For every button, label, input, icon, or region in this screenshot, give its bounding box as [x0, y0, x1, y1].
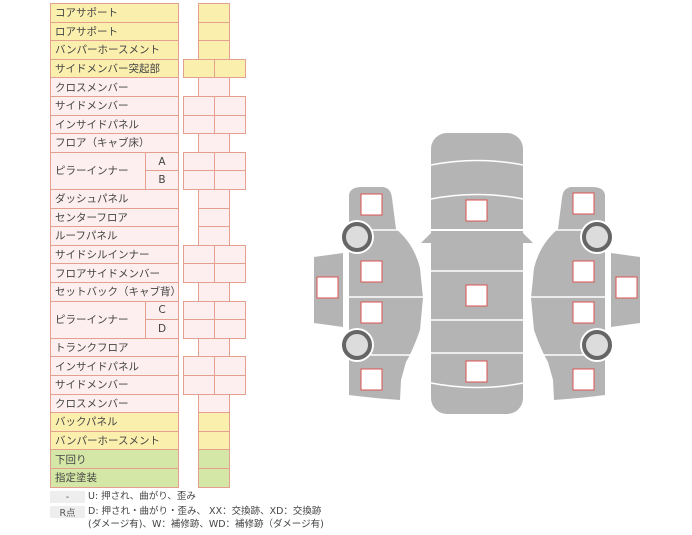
- check-cell[interactable]: [214, 375, 246, 395]
- inspection-marker[interactable]: [360, 193, 383, 216]
- row-sub-label: A: [145, 151, 179, 172]
- legend-text-d-cont: (ダメージ有)、W：補修跡、WD：補修跡（ダメージ有): [88, 519, 324, 530]
- check-cell[interactable]: [214, 170, 246, 190]
- inspection-marker[interactable]: [360, 368, 383, 391]
- inspection-marker[interactable]: [465, 284, 488, 307]
- wheel-icon: [342, 330, 372, 360]
- inspection-marker[interactable]: [572, 301, 595, 324]
- row-label: サイドシルインナー: [50, 244, 179, 265]
- row-label: バンパーホースメント: [50, 430, 179, 451]
- row-label: サイドメンバー突起部: [50, 58, 179, 79]
- inspection-marker[interactable]: [465, 360, 488, 383]
- row-label: サイドメンバー: [50, 96, 179, 116]
- row-label: ピラーインナー: [50, 300, 146, 339]
- inspection-marker[interactable]: [360, 260, 383, 283]
- row-label: センターフロア: [50, 207, 179, 228]
- row-label: フロア（キャブ床）: [50, 133, 179, 153]
- row-label: 指定塗装: [50, 468, 179, 488]
- check-cell[interactable]: [214, 58, 246, 79]
- row-label: インサイドパネル: [50, 114, 179, 135]
- inspection-marker[interactable]: [572, 192, 595, 215]
- check-cell[interactable]: [198, 468, 230, 488]
- legend-text-d: D: 押され・曲がり・歪み、 XX：交換跡、XD：交換跡: [88, 506, 322, 517]
- row-label: ピラーインナー: [50, 151, 146, 190]
- legend-text-u: U: 押され、曲がり、歪み: [88, 491, 196, 502]
- inspection-marker[interactable]: [572, 260, 595, 283]
- wheel-icon: [342, 222, 372, 252]
- car-left-side: [314, 187, 425, 400]
- check-cell[interactable]: [214, 114, 246, 135]
- inspection-marker[interactable]: [316, 276, 339, 299]
- inspection-marker[interactable]: [465, 199, 488, 222]
- legend-key-dash: -: [50, 491, 85, 503]
- inspection-markers: [316, 192, 638, 391]
- inspection-marker[interactable]: [615, 276, 638, 299]
- row-label: フロアサイドメンバー: [50, 263, 179, 283]
- inspection-marker[interactable]: [360, 301, 383, 324]
- row-sub-label: C: [145, 300, 179, 321]
- car-center-top: [421, 133, 533, 414]
- inspection-marker[interactable]: [572, 368, 595, 391]
- row-label: バンパーホースメント: [50, 40, 179, 60]
- legend-key-r: R点: [50, 506, 85, 519]
- left-body-panel: [349, 187, 423, 400]
- check-cell[interactable]: [214, 319, 246, 339]
- row-label: バックパネル: [50, 412, 179, 432]
- check-cell[interactable]: [214, 263, 246, 283]
- row-label: クロスメンバー: [50, 77, 179, 97]
- row-label: クロスメンバー: [50, 393, 179, 414]
